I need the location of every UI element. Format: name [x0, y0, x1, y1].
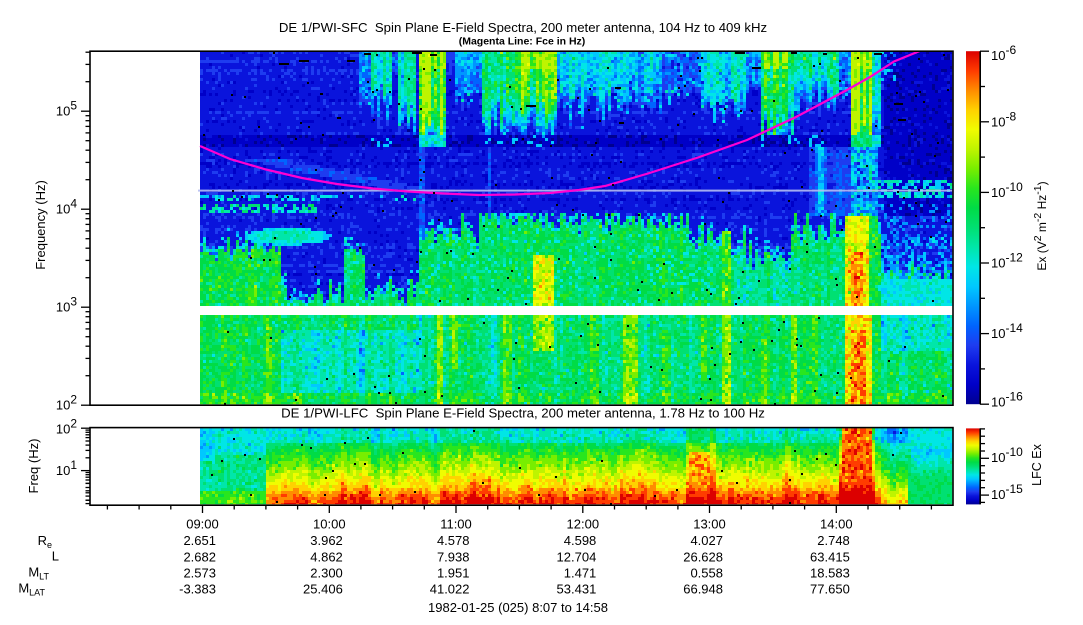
- svg-text:DE 1/PWI-LFC Spin Plane E-Fie: DE 1/PWI-LFC Spin Plane E-Field Spectra,…: [281, 405, 765, 420]
- svg-text:26.628: 26.628: [683, 549, 723, 564]
- svg-text:4.862: 4.862: [310, 549, 343, 564]
- svg-text:1.951: 1.951: [437, 566, 470, 581]
- svg-text:11:00: 11:00: [440, 517, 472, 532]
- svg-text:18.583: 18.583: [810, 566, 850, 581]
- svg-text:66.948: 66.948: [683, 582, 723, 597]
- svg-text:0.558: 0.558: [690, 566, 723, 581]
- svg-text:4.578: 4.578: [437, 533, 470, 548]
- svg-text:3.962: 3.962: [310, 533, 343, 548]
- svg-text:41.022: 41.022: [430, 582, 470, 597]
- svg-text:10-10: 10-10: [991, 445, 1023, 465]
- svg-text:53.431: 53.431: [557, 582, 597, 597]
- svg-text:63.415: 63.415: [810, 549, 850, 564]
- svg-text:2.682: 2.682: [183, 549, 216, 564]
- svg-text:2.748: 2.748: [817, 533, 850, 548]
- svg-text:77.650: 77.650: [810, 582, 850, 597]
- svg-text:12:00: 12:00: [567, 517, 600, 532]
- svg-text:1982-01-25 (025) 8:07 to 14:58: 1982-01-25 (025) 8:07 to 14:58: [428, 600, 608, 615]
- svg-text:13:00: 13:00: [693, 517, 726, 532]
- svg-text:(Magenta Line: Fce in Hz): (Magenta Line: Fce in Hz): [459, 36, 586, 48]
- svg-text:LFC Ex: LFC Ex: [1030, 443, 1044, 485]
- svg-text:10:00: 10:00: [313, 517, 346, 532]
- svg-text:1.471: 1.471: [564, 566, 597, 581]
- svg-text:Freq (Hz): Freq (Hz): [26, 439, 41, 494]
- svg-text:Ex (V2 m-2 Hz-1): Ex (V2 m-2 Hz-1): [1032, 181, 1049, 270]
- svg-text:2.300: 2.300: [310, 566, 343, 581]
- svg-text:-3.383: -3.383: [179, 582, 216, 597]
- svg-text:4.027: 4.027: [690, 533, 723, 548]
- svg-text:Frequency (Hz): Frequency (Hz): [33, 180, 48, 270]
- svg-text:2.651: 2.651: [183, 533, 216, 548]
- svg-text:L: L: [52, 549, 59, 564]
- svg-text:DE 1/PWI-SFC Spin Plane E-Fie: DE 1/PWI-SFC Spin Plane E-Field Spectra,…: [279, 20, 767, 35]
- svg-text:25.406: 25.406: [303, 582, 343, 597]
- svg-text:12.704: 12.704: [557, 549, 597, 564]
- svg-text:2.573: 2.573: [183, 566, 216, 581]
- svg-text:7.938: 7.938: [437, 549, 470, 564]
- svg-text:4.598: 4.598: [564, 533, 597, 548]
- svg-text:14:00: 14:00: [820, 517, 853, 532]
- svg-text:09:00: 09:00: [186, 517, 219, 532]
